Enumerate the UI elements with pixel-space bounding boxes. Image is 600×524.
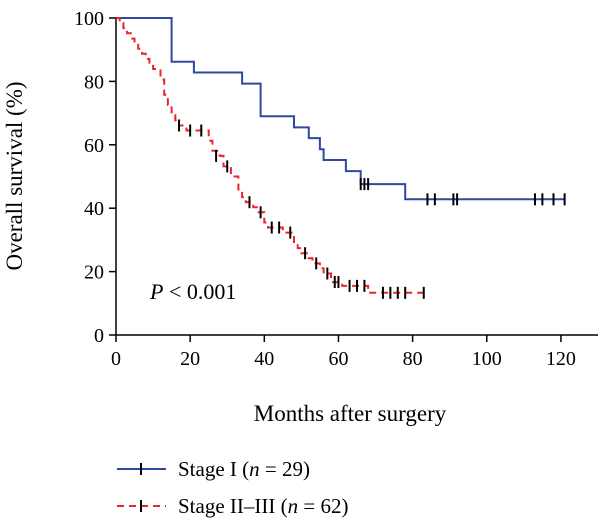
y-ticks: 0 20 40 60 80 100 xyxy=(74,8,116,347)
x-tick-label: 60 xyxy=(328,348,348,370)
p-rest: < 0.001 xyxy=(163,279,236,304)
legend-label-stage-ii-iii: Stage II–III (n = 62) xyxy=(178,494,348,518)
x-tick-label: 80 xyxy=(403,348,423,370)
plot-area: 0 20 40 60 80 100 120 0 20 40 60 80 100 P < 0.001 xyxy=(74,8,598,370)
p-value-annotation: P < 0.001 xyxy=(149,279,236,304)
series-layer xyxy=(116,17,566,299)
legend-label-stage-i: Stage I (n = 29) xyxy=(178,457,310,481)
y-axis-title: Overall survival (%) xyxy=(2,81,27,270)
x-tick-label: 100 xyxy=(472,348,502,370)
x-tick-label: 0 xyxy=(111,348,121,370)
legend-entry-stage-i: Stage I (n = 29) xyxy=(117,457,310,481)
y-tick-label: 20 xyxy=(84,262,104,284)
p-symbol: P xyxy=(149,279,163,304)
y-tick-label: 40 xyxy=(84,198,104,220)
legend: Stage I (n = 29) Stage II–III (n = 62) xyxy=(117,457,348,518)
series-line-stage-i xyxy=(116,17,565,201)
x-tick-label: 20 xyxy=(180,348,200,370)
legend-entry-stage-ii-iii: Stage II–III (n = 62) xyxy=(117,494,348,518)
x-ticks: 0 20 40 60 80 100 120 xyxy=(111,335,576,370)
y-tick-label: 60 xyxy=(84,135,104,157)
y-tick-label: 100 xyxy=(74,8,104,30)
x-axis-title: Months after surgery xyxy=(254,401,447,426)
x-tick-label: 40 xyxy=(254,348,274,370)
series-line-stage-ii-iii xyxy=(116,17,424,294)
y-tick-label: 80 xyxy=(84,71,104,93)
y-tick-label: 0 xyxy=(94,325,104,347)
x-tick-label: 120 xyxy=(546,348,576,370)
